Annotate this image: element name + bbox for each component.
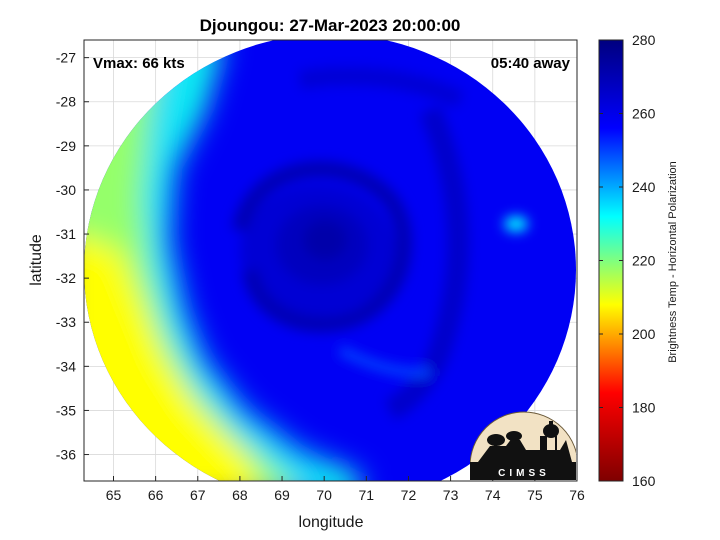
cloud-structures [232, 67, 528, 420]
colorbar-tick-label: 240 [632, 179, 656, 195]
x-tick-label: 73 [443, 487, 459, 503]
y-tick-label: -34 [56, 358, 76, 374]
x-tick-label: 66 [148, 487, 164, 503]
x-tick-label: 67 [190, 487, 206, 503]
colorbar-tick-label: 280 [632, 32, 656, 48]
warm-spot-east [504, 216, 528, 232]
colorbar-tick-label: 200 [632, 326, 656, 342]
x-axis-ticks: 65 66 67 68 69 70 71 72 73 74 75 76 [106, 476, 585, 503]
y-axis-label: latitude [28, 234, 45, 286]
heatmap-layer [84, 40, 576, 481]
cimss-logo: CIMSS [470, 411, 576, 480]
vmax-annotation: Vmax: 66 kts [93, 55, 185, 72]
y-tick-label: -35 [56, 402, 76, 418]
x-tick-label: 70 [316, 487, 332, 503]
outer-band-north [298, 67, 465, 109]
logo-tower [543, 421, 559, 452]
logo-building [478, 436, 572, 462]
logo-dish [487, 431, 522, 448]
x-tick-label: 75 [527, 487, 543, 503]
x-axis-label: longitude [299, 514, 364, 531]
x-tick-label: 65 [106, 487, 122, 503]
colorbar-ticks: 280 260 240 220 200 180 160 [599, 32, 656, 489]
x-tick-label: 69 [274, 487, 290, 503]
x-tick-label: 68 [232, 487, 248, 503]
logo-text: CIMSS [498, 468, 550, 479]
colorbar-tick-label: 220 [632, 253, 656, 269]
y-tick-label: -32 [56, 270, 76, 286]
colorbar-label: Brightness Temp - Horizontal Polarizatio… [667, 161, 679, 363]
storm-core [303, 220, 347, 260]
y-tick-label: -30 [56, 182, 76, 198]
time-away-annotation: 05:40 away [491, 55, 571, 72]
x-tick-label: 76 [569, 487, 585, 503]
y-tick-label: -27 [56, 50, 76, 66]
x-tick-label: 71 [359, 487, 375, 503]
x-tick-label: 74 [485, 487, 501, 503]
y-tick-label: -31 [56, 226, 76, 242]
axes-frame [83, 39, 578, 482]
y-axis-ticks: -27 -28 -29 -30 -31 -32 -33 -34 -35 -36 [56, 50, 89, 463]
warm-streak-south [337, 345, 431, 378]
y-tick-label: -36 [56, 447, 76, 463]
y-tick-label: -33 [56, 314, 76, 330]
colorbar-tick-label: 260 [632, 106, 656, 122]
swath [84, 40, 576, 481]
spiral-band [232, 161, 412, 333]
outer-band-east [384, 105, 470, 420]
y-tick-label: -28 [56, 94, 76, 110]
colorbar-tick-label: 180 [632, 400, 656, 416]
chart-title: Djoungou: 27-Mar-2023 20:00:00 [200, 16, 461, 35]
colorbar-tick-label: 160 [632, 473, 656, 489]
y-tick-label: -29 [56, 138, 76, 154]
logo-banner [470, 462, 576, 480]
x-tick-label: 72 [401, 487, 417, 503]
